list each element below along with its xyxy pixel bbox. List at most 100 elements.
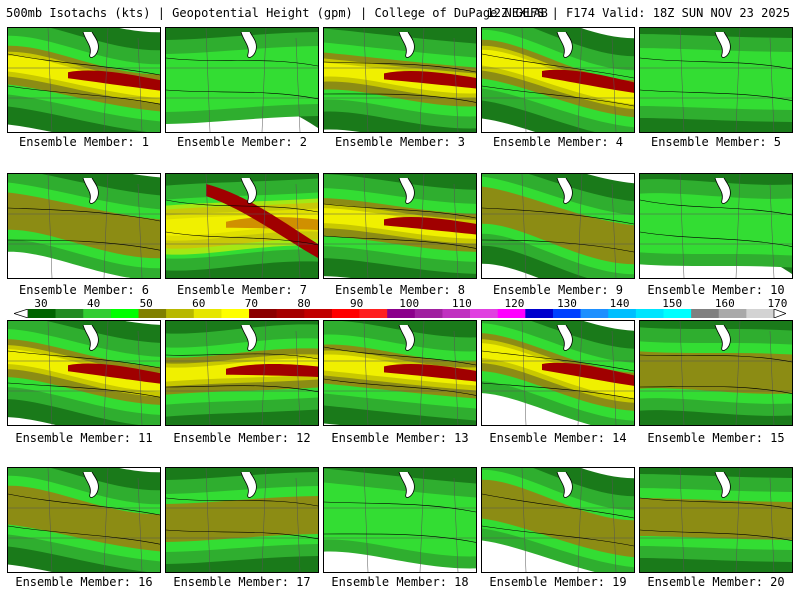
jet-max-core-strong — [206, 184, 318, 258]
ensemble-map-11 — [8, 321, 160, 425]
colorbar-segment — [663, 309, 692, 318]
colorbar-segment — [746, 309, 775, 318]
ensemble-member-label: Ensemble Member: 2 — [176, 135, 308, 149]
ensemble-member-label: Ensemble Member: 14 — [489, 431, 627, 445]
wind-band-50kt — [640, 48, 792, 110]
ensemble-map-16 — [8, 468, 160, 572]
colorbar-right-arrow — [773, 309, 786, 318]
colorbar-tick-label: 100 — [399, 297, 420, 310]
ensemble-panel-2 — [165, 27, 319, 133]
ensemble-map-4 — [482, 28, 634, 132]
height-contour — [324, 235, 476, 249]
height-contour — [8, 207, 160, 222]
height-contour — [8, 85, 160, 105]
map-header: 500mb Isotachs (kts) | Geopotential Heig… — [0, 0, 800, 24]
jet-max-core — [384, 363, 476, 382]
colorbar-segment — [359, 309, 388, 318]
political-boundaries — [8, 321, 160, 425]
height-contour — [482, 525, 634, 547]
political-boundaries — [482, 321, 634, 425]
ensemble-panel-14 — [481, 320, 635, 426]
height-contour — [166, 385, 318, 393]
height-contour — [482, 207, 634, 225]
height-contour — [482, 239, 634, 253]
height-contour — [640, 354, 792, 363]
ensemble-member-label: Ensemble Member: 10 — [647, 283, 785, 297]
jet-max-core — [384, 70, 476, 89]
ensemble-member-label: Ensemble Member: 3 — [334, 135, 466, 149]
colorbar-tick-label: 60 — [192, 297, 206, 310]
ensemble-map-17 — [166, 468, 318, 572]
colorbar-tick-label: 50 — [139, 297, 153, 310]
great-lakes-outline — [398, 31, 415, 58]
colorbar-segment — [470, 309, 499, 318]
height-contour — [166, 57, 318, 67]
height-contour — [640, 199, 792, 216]
jet-max-core — [226, 363, 318, 378]
political-boundaries — [166, 174, 318, 278]
run-valid-time: 12Z GEFS | F174 Valid: 18Z SUN NOV 23 20… — [486, 6, 790, 20]
height-contour — [640, 386, 792, 394]
ensemble-member-label: Ensemble Member: 8 — [334, 283, 466, 297]
colorbar-left-arrow — [14, 309, 29, 318]
wind-band-extra — [166, 198, 318, 255]
height-contour — [324, 501, 476, 513]
colorbar-segment — [138, 309, 167, 318]
ensemble-panel-7 — [165, 173, 319, 279]
political-boundaries — [8, 28, 160, 132]
colorbar-segment — [221, 309, 250, 318]
height-contour — [166, 199, 318, 213]
colorbar-segment — [635, 309, 664, 318]
colorbar-segment — [249, 309, 277, 318]
ensemble-panel-17 — [165, 467, 319, 573]
political-boundaries — [640, 468, 792, 572]
height-contour — [8, 493, 160, 516]
political-boundaries — [166, 468, 318, 572]
height-contour — [482, 350, 634, 372]
ensemble-map-5 — [640, 28, 792, 132]
ensemble-member-label: Ensemble Member: 11 — [15, 431, 153, 445]
political-boundaries — [640, 28, 792, 132]
colorbar-tick-label: 170 — [767, 297, 788, 310]
colorbar-graphic — [14, 309, 786, 318]
great-lakes-outline — [556, 31, 573, 58]
height-contour — [8, 350, 160, 369]
ensemble-member-label: Ensemble Member: 15 — [647, 431, 785, 445]
great-lakes-outline — [398, 177, 415, 204]
colorbar-segment — [497, 309, 526, 318]
ensemble-map-13 — [324, 321, 476, 425]
political-boundaries — [166, 321, 318, 425]
ensemble-panel-9 — [481, 173, 635, 279]
ensemble-panel-10 — [639, 173, 793, 279]
ensemble-panel-5 — [639, 27, 793, 133]
height-contour — [166, 231, 318, 246]
ensemble-member-label: Ensemble Member: 9 — [492, 283, 624, 297]
colorbar-segment — [331, 309, 360, 318]
wind-band-50kt — [640, 193, 792, 256]
height-contour — [482, 53, 634, 79]
wind-band-60kt — [640, 351, 792, 394]
ensemble-map-1 — [8, 28, 160, 132]
ensemble-panel-13 — [323, 320, 477, 426]
great-lakes-outline — [556, 324, 573, 351]
ensemble-panel-1 — [7, 27, 161, 133]
great-lakes-outline — [82, 177, 99, 204]
height-contour — [324, 378, 476, 396]
height-contour — [640, 57, 792, 70]
ensemble-panel-15 — [639, 320, 793, 426]
ensemble-map-15 — [640, 321, 792, 425]
ensemble-map-18 — [324, 468, 476, 572]
ensemble-map-2 — [166, 28, 318, 132]
great-lakes-outline — [714, 31, 731, 58]
height-contour — [324, 346, 476, 366]
height-contour — [482, 493, 634, 519]
ensemble-member-label: Ensemble Member: 1 — [18, 135, 150, 149]
ensemble-map-12 — [166, 321, 318, 425]
ensemble-panel-11 — [7, 320, 161, 426]
great-lakes-outline — [240, 471, 257, 498]
great-lakes-outline — [398, 324, 415, 351]
colorbar-tick-label: 120 — [504, 297, 525, 310]
height-contour — [166, 353, 318, 360]
wind-band-60kt — [166, 496, 318, 542]
colorbar-segment — [718, 309, 747, 318]
